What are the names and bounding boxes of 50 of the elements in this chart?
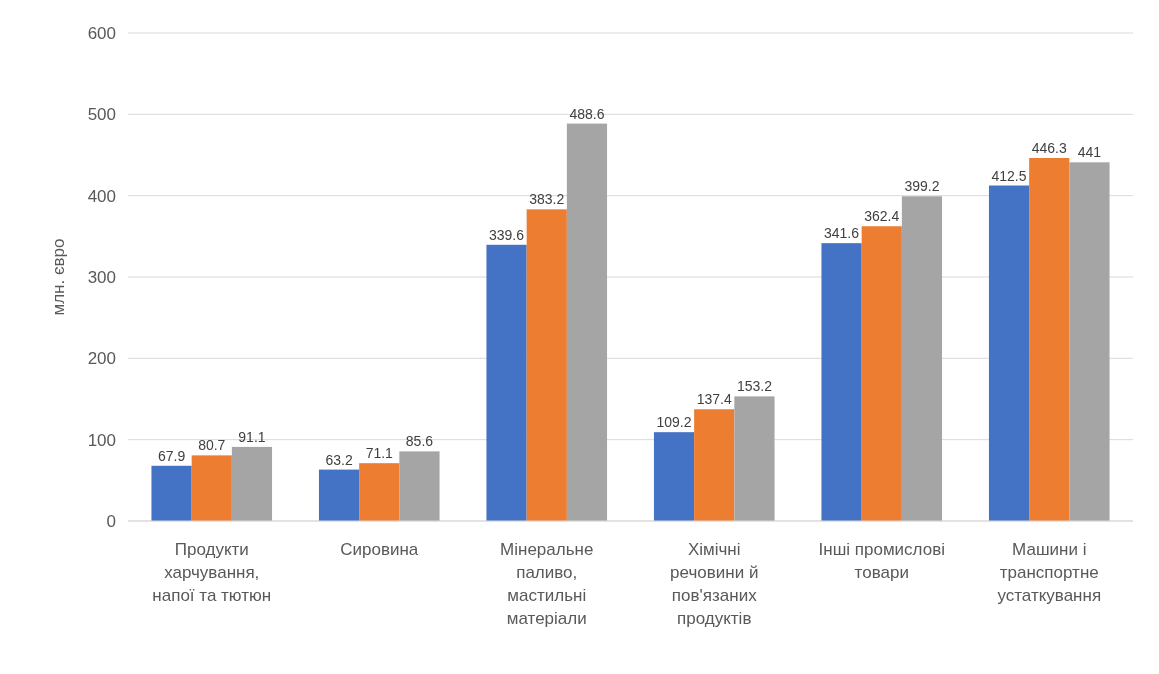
bar [399, 451, 440, 521]
bar [821, 243, 862, 521]
x-tick-label: Хімічні речовини й пов'язаних продуктів [670, 540, 759, 628]
bar [151, 465, 192, 521]
bar [1069, 162, 1110, 521]
bar [988, 185, 1030, 521]
data-label: 412.5 [991, 167, 1027, 184]
y-tick-label: 500 [87, 105, 116, 125]
y-axis-title: млн. євро [49, 238, 68, 316]
data-label: 109.2 [656, 414, 692, 431]
data-label: 67.9 [157, 447, 186, 464]
y-tick-label: 100 [87, 430, 116, 450]
x-tick-label: Сировина [340, 540, 419, 559]
data-label: 488.6 [569, 105, 605, 122]
x-tick-label: Інші промислові товари [818, 540, 945, 582]
data-label: 341.6 [824, 225, 860, 242]
bar [566, 123, 608, 521]
data-label: 71.1 [365, 445, 394, 462]
bar [191, 455, 232, 521]
y-tick-label: 300 [87, 267, 116, 287]
y-tick-label: 600 [87, 23, 116, 43]
bar [486, 244, 527, 521]
y-tick-label: 400 [87, 186, 116, 206]
data-label: 80.7 [198, 437, 226, 454]
data-label: 446.3 [1031, 140, 1067, 157]
data-label: 63.2 [325, 451, 353, 468]
data-label: 339.6 [489, 226, 525, 243]
y-tick-label: 200 [87, 349, 116, 369]
bar [694, 409, 735, 521]
x-tick-label: Машини і транспортне устаткування [997, 540, 1102, 605]
bar [359, 463, 400, 521]
data-label: 362.4 [864, 208, 900, 225]
data-label: 137.4 [696, 391, 732, 408]
data-label: 91.1 [238, 428, 266, 445]
bar [861, 226, 902, 521]
data-label: 153.2 [736, 378, 773, 395]
data-label: 399.2 [904, 178, 940, 195]
bar [901, 196, 943, 521]
x-tick-label: Продукти харчування, напої та тютюн [152, 540, 272, 605]
bar [1029, 158, 1070, 521]
x-tick-label: Мінеральне паливо, мастильні матеріали [500, 540, 594, 628]
bar [734, 396, 775, 521]
bar [526, 209, 567, 521]
data-label: 383.2 [529, 191, 565, 208]
data-label: 85.6 [405, 433, 434, 450]
y-tick-label: 0 [106, 511, 116, 531]
bar [231, 446, 273, 521]
bar [318, 469, 360, 521]
bar [653, 432, 695, 521]
data-label: 441 [1077, 144, 1102, 161]
